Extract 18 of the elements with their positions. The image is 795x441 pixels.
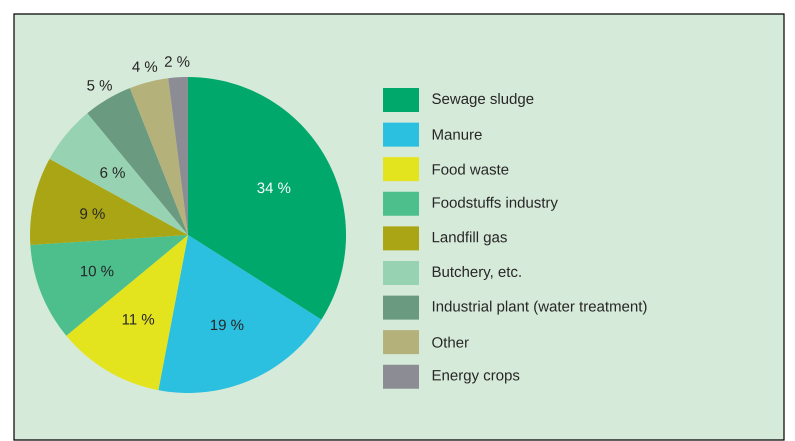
data-label: 11 % [122,314,154,325]
data-label: 4 % [132,61,158,72]
data-label: 34 % [257,182,290,194]
legend-label: Sewage sludge [432,92,534,107]
legend-label: Landfill gas [432,231,507,246]
data-label: 19 % [210,320,244,330]
legend-label: Manure [432,129,482,140]
legend-label: Energy crops [432,370,520,384]
legend-label: Other [432,336,469,348]
legend-label: Industrial plant (water treatment) [432,300,646,315]
data-label: 5 % [87,80,112,91]
data-label: 9 % [80,208,105,219]
legend-label: Food waste [432,164,508,175]
data-label: 2 % [164,56,190,67]
legend-label: Foodstuffs industry [432,196,558,211]
data-label: 6 % [100,167,125,178]
data-label: 10 % [80,266,114,276]
legend-label: Butchery, etc. [432,266,521,280]
